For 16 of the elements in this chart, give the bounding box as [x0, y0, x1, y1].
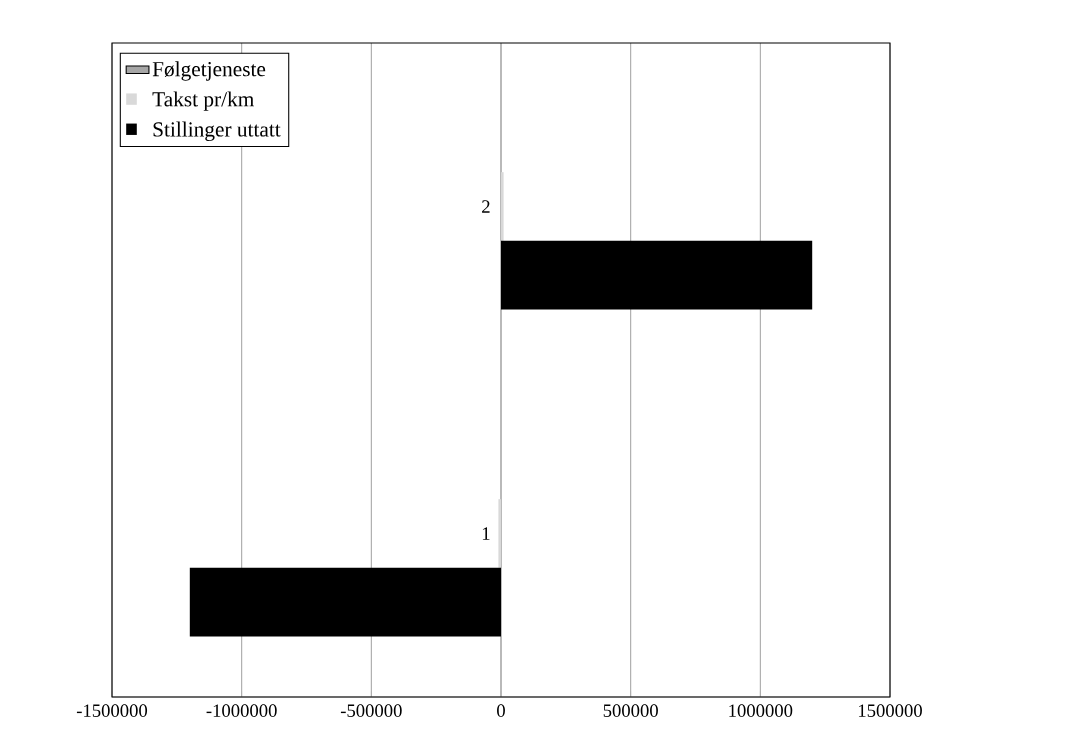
- bar: [501, 240, 813, 310]
- legend-label: Takst pr/km: [152, 91, 254, 111]
- bar: [501, 172, 504, 241]
- x-tick-label: 1500000: [858, 704, 922, 717]
- x-tick-label: 0: [497, 704, 505, 717]
- x-tick-label: -1500000: [76, 704, 148, 717]
- x-tick-label: 1000000: [729, 704, 793, 717]
- bar: [498, 499, 501, 568]
- bar: [189, 567, 501, 637]
- x-tick-label: 500000: [603, 704, 658, 717]
- legend-label: Stillinger uttatt: [153, 121, 281, 142]
- x-tick-label: -500000: [340, 704, 402, 717]
- y-tick-label: 2: [482, 200, 490, 213]
- y-tick-label: 1: [482, 527, 490, 540]
- x-tick-label: -1000000: [206, 704, 277, 717]
- legend-label: Følgetjeneste: [152, 61, 266, 81]
